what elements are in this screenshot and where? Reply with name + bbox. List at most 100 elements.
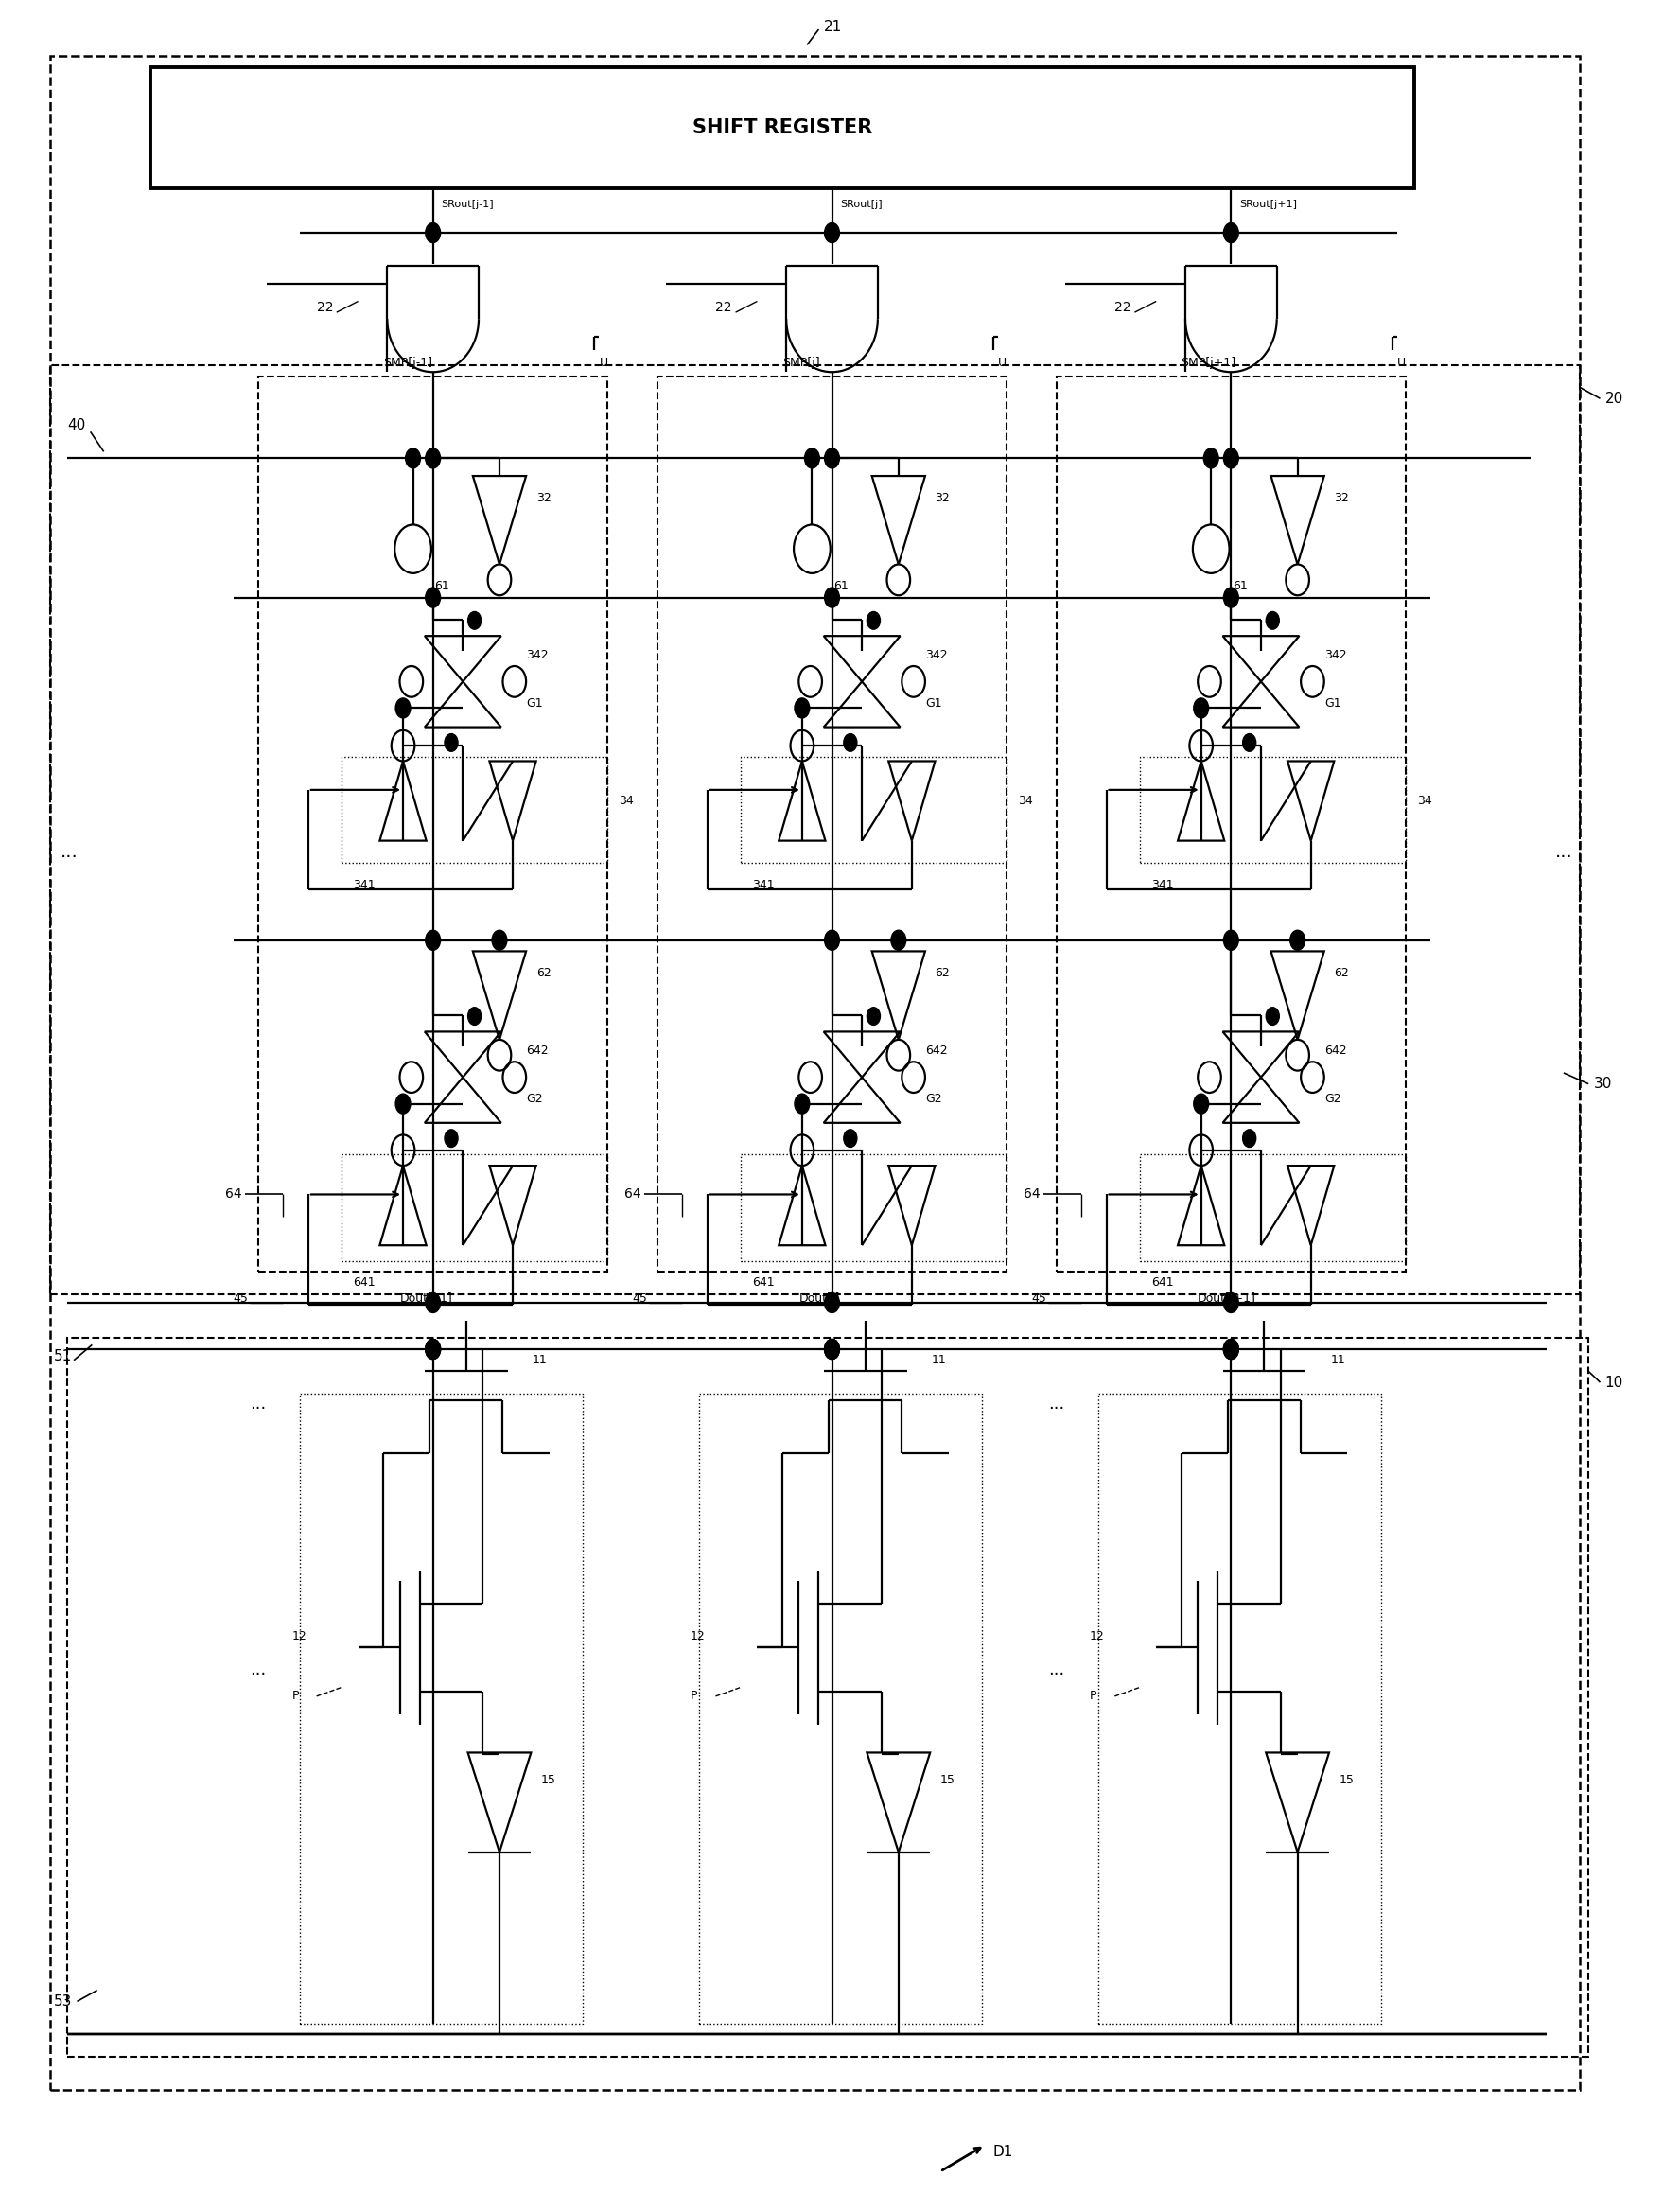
Text: ...: ...	[1556, 843, 1572, 860]
Circle shape	[795, 1095, 810, 1113]
Circle shape	[444, 734, 458, 752]
Circle shape	[1203, 449, 1218, 469]
Text: 11: 11	[532, 1354, 547, 1367]
Text: ...: ...	[250, 1396, 266, 1413]
Circle shape	[867, 1006, 880, 1024]
Text: U: U	[1398, 356, 1406, 369]
Bar	[50, 365, 1581, 1294]
Text: 342: 342	[925, 648, 947, 661]
Text: Dout[j+1]: Dout[j+1]	[1198, 1292, 1256, 1305]
Text: D1: D1	[993, 2146, 1013, 2159]
Text: 51: 51	[53, 1349, 72, 1363]
Circle shape	[444, 1130, 458, 1148]
Polygon shape	[1266, 1752, 1330, 1851]
Text: 12: 12	[1090, 1630, 1105, 1644]
Text: 641: 641	[1151, 1276, 1173, 1290]
Text: 10: 10	[1606, 1376, 1624, 1389]
Circle shape	[426, 1338, 441, 1358]
Text: 20: 20	[1606, 392, 1624, 405]
Circle shape	[1266, 613, 1280, 630]
Circle shape	[493, 931, 508, 951]
Text: ...: ...	[60, 843, 78, 860]
Text: 15: 15	[940, 1774, 955, 1787]
Text: G1: G1	[925, 697, 942, 710]
Text: 641: 641	[353, 1276, 376, 1290]
Text: P: P	[291, 1690, 300, 1703]
Text: SHIFT REGISTER: SHIFT REGISTER	[692, 117, 872, 137]
Circle shape	[825, 1338, 839, 1358]
Text: ...: ...	[250, 1661, 266, 1679]
Text: 34: 34	[1418, 794, 1433, 807]
Text: 53: 53	[53, 1995, 72, 2008]
Circle shape	[1223, 449, 1238, 469]
Circle shape	[890, 931, 905, 951]
Circle shape	[1223, 1338, 1238, 1358]
Bar	[300, 1394, 582, 2024]
Circle shape	[1223, 1338, 1238, 1358]
Circle shape	[825, 931, 839, 951]
Text: 32: 32	[1335, 491, 1350, 504]
Text: G2: G2	[1325, 1093, 1341, 1106]
Circle shape	[825, 1338, 839, 1358]
Text: 342: 342	[1325, 648, 1346, 661]
Text: 61: 61	[1233, 580, 1248, 593]
Text: SRout[j+1]: SRout[j+1]	[1240, 199, 1296, 208]
Text: 32: 32	[536, 491, 551, 504]
Text: 11: 11	[1331, 1354, 1346, 1367]
Text: ...: ...	[1048, 1661, 1065, 1679]
Circle shape	[825, 1292, 839, 1312]
Text: 641: 641	[752, 1276, 774, 1290]
Text: 341: 341	[752, 878, 774, 891]
Circle shape	[426, 931, 441, 951]
Polygon shape	[867, 1752, 930, 1851]
Circle shape	[1223, 1338, 1238, 1358]
Bar	[258, 376, 607, 1272]
Circle shape	[426, 1338, 441, 1358]
Text: P: P	[1090, 1690, 1097, 1703]
Bar	[657, 376, 1007, 1272]
Text: 21: 21	[824, 20, 842, 33]
Circle shape	[426, 223, 441, 243]
Circle shape	[1193, 699, 1208, 719]
Text: G1: G1	[526, 697, 542, 710]
Circle shape	[1290, 931, 1305, 951]
Text: Dout[j-1]: Dout[j-1]	[399, 1292, 453, 1305]
Circle shape	[1243, 734, 1256, 752]
Text: 22: 22	[316, 301, 333, 314]
Text: SRout[j]: SRout[j]	[840, 199, 882, 208]
Bar	[150, 66, 1414, 188]
Text: 30: 30	[1594, 1077, 1612, 1091]
Circle shape	[867, 613, 880, 630]
Bar	[1057, 376, 1406, 1272]
Circle shape	[844, 734, 857, 752]
Text: U: U	[998, 356, 1007, 369]
Text: SMP[j]: SMP[j]	[782, 356, 820, 369]
Text: 45: 45	[632, 1292, 647, 1305]
Circle shape	[825, 588, 839, 608]
Text: 40: 40	[67, 418, 85, 431]
Bar	[1098, 1394, 1381, 2024]
Circle shape	[1223, 1292, 1238, 1312]
Text: 34: 34	[1018, 794, 1033, 807]
Text: 64: 64	[624, 1188, 641, 1201]
Text: 642: 642	[1325, 1044, 1346, 1057]
Bar	[1140, 757, 1406, 863]
Text: 15: 15	[541, 1774, 556, 1787]
Bar	[341, 757, 607, 863]
Circle shape	[468, 1006, 481, 1024]
Text: 45: 45	[233, 1292, 248, 1305]
Text: SMP[j-1]: SMP[j-1]	[383, 356, 433, 369]
Text: 642: 642	[526, 1044, 549, 1057]
Text: P: P	[691, 1690, 697, 1703]
Text: ...: ...	[1048, 1396, 1065, 1413]
Circle shape	[426, 449, 441, 469]
Circle shape	[1193, 1095, 1208, 1113]
Circle shape	[1223, 931, 1238, 951]
Text: U: U	[599, 356, 607, 369]
Text: 32: 32	[935, 491, 950, 504]
Bar	[341, 1155, 607, 1261]
Text: 64: 64	[1023, 1188, 1040, 1201]
Text: SMP[j+1]: SMP[j+1]	[1181, 356, 1236, 369]
Text: 12: 12	[691, 1630, 706, 1644]
Text: 342: 342	[526, 648, 549, 661]
